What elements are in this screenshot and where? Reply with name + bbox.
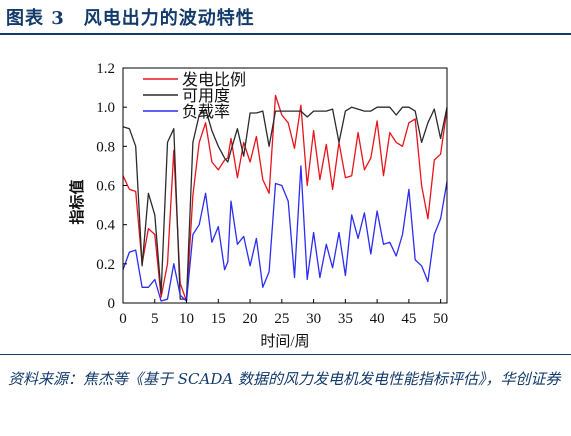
x-tick-label: 40 [370,311,385,327]
title-divider [0,33,571,35]
x-tick-label: 0 [119,311,127,327]
series-line-2 [122,106,448,300]
x-tick-label: 5 [151,311,159,327]
x-tick-label: 25 [274,311,289,327]
y-tick-label: 1.0 [96,100,115,116]
series-line-1 [122,94,448,302]
chart-ticks: 0 5 10 15 20 25 30 35 40 45 50 0 0.2 0.4 0.6 0.8 1.0 1.2 [96,61,448,327]
y-tick-label: 1.2 [96,61,115,77]
x-axis-label: 时间/周 [260,333,309,350]
footer-divider [0,354,571,355]
x-tick-label: 10 [179,311,194,327]
y-tick-label: 0.4 [96,218,115,234]
x-tick-label: 50 [433,311,448,327]
y-tick-label: 0.6 [96,179,115,195]
y-tick-label: 0.2 [96,257,115,273]
x-tick-label: 45 [401,311,416,327]
legend-label: 负载率 [182,103,230,121]
series-line-3 [122,165,448,302]
line-chart: 0 5 10 15 20 25 30 35 40 45 5000.20.40.60.81.01.2 … [68,61,448,350]
y-tick-label: 0 [108,296,116,312]
y-tick-label: 0.8 [96,139,115,155]
legend-label: 可用度 [182,87,230,105]
chart-marks [122,94,448,302]
x-tick-label: 35 [338,311,353,327]
source-note: 资料来源：焦杰等《基于 SCADA 数据的风力发电机发电性能指标评估》，华创证券 [8,370,561,388]
x-tick-label: 15 [211,311,226,327]
figure-title: 图表 3 风电出力的波动特性 [6,8,255,29]
y-axis-label: 指标值 [68,179,86,224]
x-tick-label: 20 [243,311,258,327]
x-tick-label: 30 [306,311,321,327]
legend-label: 发电比例 [182,71,246,89]
